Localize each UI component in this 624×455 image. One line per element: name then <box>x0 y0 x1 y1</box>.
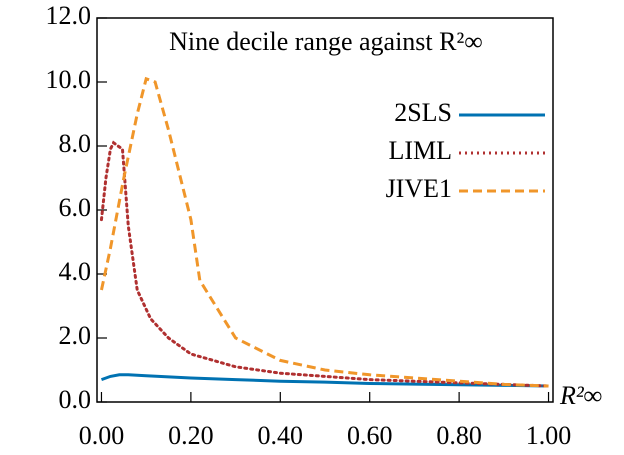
series-line <box>100 373 549 388</box>
x-tick-label: 0.80 <box>436 421 482 450</box>
x-tick-label: 0.20 <box>168 421 214 450</box>
chart-title: Nine decile range against R²∞ <box>169 27 483 56</box>
legend-label: LIML <box>388 136 452 165</box>
x-tick-label: 0.40 <box>258 421 304 450</box>
plot-frame <box>96 17 554 403</box>
series-line <box>100 76 549 388</box>
series-line <box>99 140 551 388</box>
y-tick-label: 0.0 <box>59 385 92 414</box>
y-tick-label: 4.0 <box>59 257 92 286</box>
y-tick-label: 2.0 <box>59 321 92 350</box>
y-tick-label: 6.0 <box>59 193 92 222</box>
y-tick-label: 8.0 <box>59 129 92 158</box>
x-axis-label: R²∞ <box>559 381 602 410</box>
y-tick-label: 12.0 <box>46 1 92 30</box>
y-tick-label: 10.0 <box>46 65 92 94</box>
legend-label: 2SLS <box>394 98 452 127</box>
x-tick-label: 1.00 <box>526 421 572 450</box>
x-tick-label: 0.00 <box>79 421 125 450</box>
legend-label: JIVE1 <box>386 174 452 203</box>
x-tick-label: 0.60 <box>347 421 393 450</box>
